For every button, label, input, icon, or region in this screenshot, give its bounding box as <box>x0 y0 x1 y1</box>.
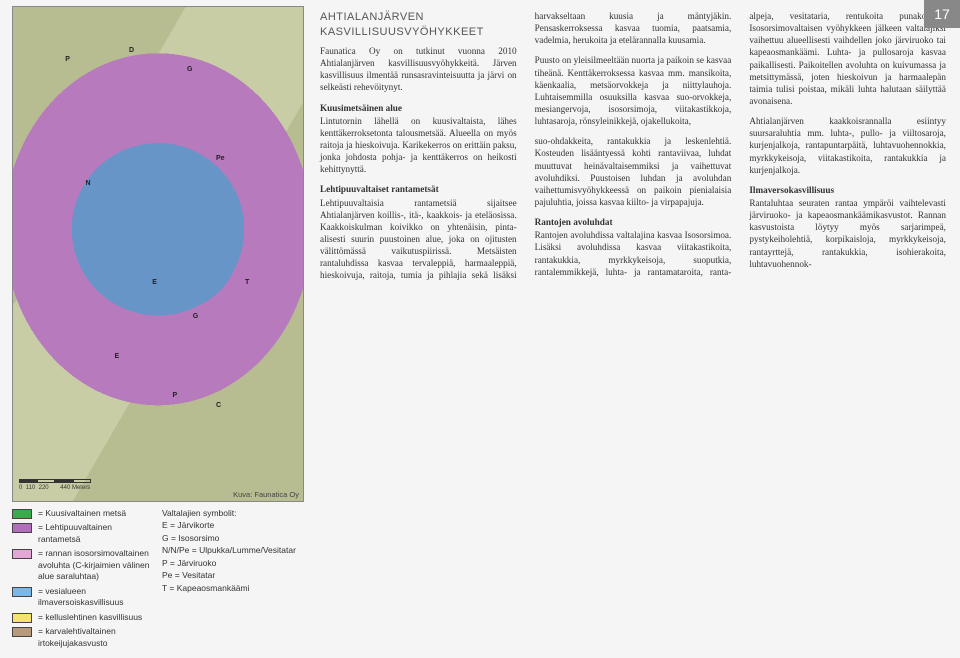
legend-row: = Lehtipuuvaltainen rantametsä <box>12 522 154 545</box>
legend-label: = Kuusivaltainen metsä <box>38 508 126 519</box>
page-number: 17 <box>924 0 960 28</box>
legend-symbol-row: Pe = Vesitatar <box>162 570 304 581</box>
legend-symbol-row: N/N/Pe = Ulpukka/Lumme/Vesitatar <box>162 545 304 556</box>
swatch-icon <box>12 587 32 597</box>
section-title: AHTIALANJÄRVEN KASVILLISUUSVYÖHYKKEET <box>320 10 517 39</box>
body-text: AHTIALANJÄRVEN KASVILLISUUSVYÖHYKKEET Fa… <box>310 0 960 658</box>
swatch-icon <box>12 523 32 533</box>
map-attribution: Kuva: Faunatica Oy <box>233 490 299 499</box>
subheading: Rantojen avoluhdat <box>535 216 732 228</box>
subheading: Kuusimetsäinen alue <box>320 102 517 114</box>
subheading: Lehtipuuvaltaiset rantametsät <box>320 183 517 195</box>
legend-symbols-title: Valtalajien symbolit: <box>162 508 304 519</box>
legend-label: = rannan isosorsimovaltainen avoluhta (C… <box>38 548 154 582</box>
paragraph: suo-ohdakkeita, rantakukkia ja leskenleh… <box>535 135 732 208</box>
legend-row: = Kuusivaltainen metsä <box>12 508 154 519</box>
legend-symbol-row: T = Kapeaosmankäämi <box>162 583 304 594</box>
legend-symbol-row: P = Järviruoko <box>162 558 304 569</box>
subheading: Ilmaversokasvillisuus <box>749 184 946 196</box>
swatch-icon <box>12 549 32 559</box>
legend-label: = vesialueen ilmaversoiskasvillisuus <box>38 586 154 609</box>
swatch-icon <box>12 627 32 637</box>
legend-swatches: = Kuusivaltainen metsä = Lehtipuuvaltain… <box>12 508 154 652</box>
left-column: P D G Pe N E G E P C T 0 110 220 440 Met… <box>0 0 310 658</box>
legend-symbol-row: G = Isosorsimo <box>162 533 304 544</box>
legend-row: = kelluslehtinen kasvillisuus <box>12 612 154 623</box>
map-marker-layer: P D G Pe N E G E P C T <box>13 7 303 501</box>
paragraph: IlmaversokasvillisuusRantaluhtaa seurate… <box>749 184 946 270</box>
map-legend: = Kuusivaltainen metsä = Lehtipuuvaltain… <box>12 508 304 652</box>
legend-label: = Lehtipuuvaltainen rantametsä <box>38 522 154 545</box>
legend-symbols: Valtalajien symbolit: E = Järvikorte G =… <box>162 508 304 652</box>
map-scale-bar: 0 110 220 440 Meters <box>19 479 91 495</box>
page-container: P D G Pe N E G E P C T 0 110 220 440 Met… <box>0 0 960 658</box>
map-figure: P D G Pe N E G E P C T 0 110 220 440 Met… <box>12 6 304 502</box>
legend-row: = karvalehtivaltainen irtokeijujakasvust… <box>12 626 154 649</box>
legend-symbol-row: E = Järvikorte <box>162 520 304 531</box>
paragraph: Kuusimetsäinen alueLintutornin lähellä o… <box>320 102 517 176</box>
legend-row: = rannan isosorsimovaltainen avoluhta (C… <box>12 548 154 582</box>
legend-label: = karvalehtivaltainen irtokeijujakasvust… <box>38 626 154 649</box>
swatch-icon <box>12 613 32 623</box>
swatch-icon <box>12 509 32 519</box>
paragraph: Puusto on yleisilmeeltään nuorta ja paik… <box>535 54 732 127</box>
legend-row: = vesialueen ilmaversoiskasvillisuus <box>12 586 154 609</box>
paragraph: Ahtialanjärven kaakkoisrannalla esiintyy… <box>749 115 946 176</box>
paragraph: Faunatica Oy on tutkinut vuonna 2010 Aht… <box>320 45 517 94</box>
legend-label: = kelluslehtinen kasvillisuus <box>38 612 142 623</box>
